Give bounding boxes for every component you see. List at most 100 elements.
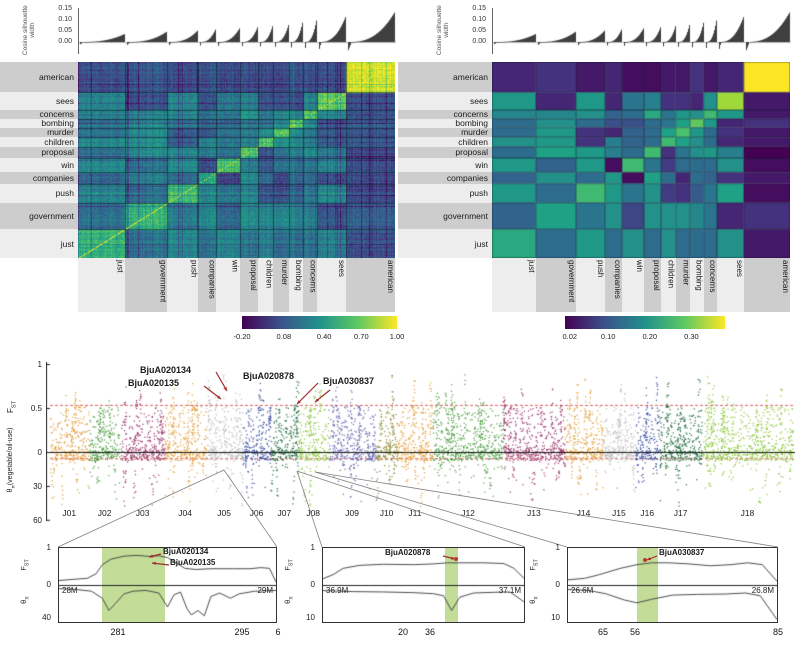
panel-fst-label: FST: [283, 559, 295, 571]
row-label-american: american: [398, 62, 492, 93]
row-label-bombing: bombing: [0, 118, 78, 128]
manhattan-tick: 1: [37, 360, 42, 369]
row-label-murder: murder: [398, 127, 492, 138]
colorbar-tick: 0.10: [600, 332, 616, 341]
col-label-companies: companies: [198, 258, 217, 312]
chromosome-label-J13: J13: [527, 508, 541, 518]
row-label-bombing: bombing: [398, 118, 492, 128]
col-label-children: children: [661, 258, 676, 312]
row-label-win: win: [0, 157, 78, 173]
panel-x-tick: 56: [629, 627, 641, 637]
manhattan-tick: 0: [37, 448, 42, 457]
row-label-government: government: [0, 202, 78, 230]
col-label-just: just: [492, 258, 536, 312]
row-label-push: push: [0, 183, 78, 203]
gene-annotation-BjuA020134: BjuA020134: [140, 365, 192, 375]
silhouette-tick: 0.10: [58, 15, 72, 23]
chromosome-label-J12: J12: [461, 508, 475, 518]
col-label-proposal: proposal: [239, 258, 258, 312]
panel-axis-tick: 10: [551, 613, 560, 622]
colorbar-tick: 0.02: [562, 332, 578, 341]
panel-x-tick: 65: [597, 627, 609, 637]
silhouette-tick: 0.00: [58, 38, 72, 46]
chromosome-label-J02: J02: [97, 508, 112, 518]
panel-curves: [323, 548, 524, 622]
colorbar-tick: 0.40: [316, 332, 332, 341]
chromosome-label-J14: J14: [576, 508, 591, 518]
panel-gene-BjuA020134: BjuA020134: [163, 547, 209, 556]
row-label-win: win: [398, 157, 492, 173]
panel-theta-label: θπ: [283, 596, 295, 604]
row-label-proposal: proposal: [398, 146, 492, 158]
panel-axis-tick: 1: [310, 543, 315, 552]
row-label-just: just: [0, 229, 78, 258]
chromosome-label-J04: J04: [178, 508, 192, 518]
col-label-proposal: proposal: [644, 258, 662, 312]
block-similarity-heatmap: [492, 62, 790, 258]
row-label-concerns: concerns: [398, 109, 492, 119]
col-label-american: american: [743, 258, 790, 312]
panel-axis-tick: 10: [306, 613, 315, 622]
panel-fst-label: FST: [528, 559, 540, 571]
row-label-government: government: [398, 202, 492, 230]
col-label-government: government: [535, 258, 576, 312]
chromosome-label-J06: J06: [249, 508, 264, 518]
chromosome-label-J16: J16: [640, 508, 655, 518]
panel-position-left: 28M: [62, 586, 78, 595]
chromosome-label-J07: J07: [277, 508, 292, 518]
row-label-american: american: [0, 62, 78, 93]
col-label-bombing: bombing: [288, 258, 304, 312]
colorbar-tick: 0.20: [642, 332, 658, 341]
chromosome-label-J10: J10: [379, 508, 394, 518]
row-label-concerns: concerns: [0, 109, 78, 119]
panel-position-right: 37.1M: [498, 586, 521, 595]
col-label-american: american: [345, 258, 395, 312]
row-label-children: children: [0, 137, 78, 147]
silhouette-tick: 0.05: [472, 27, 486, 35]
gene-annotation-BjuA030837: BjuA030837: [323, 376, 375, 386]
panel-axis-tick: 0: [310, 580, 315, 589]
silhouette-tick: 0.00: [472, 38, 486, 46]
panel-x-tick: 6: [275, 627, 281, 637]
silhouette-strip-left: [78, 8, 396, 54]
row-label-sees: sees: [0, 92, 78, 110]
panel-position-right: 26.8M: [751, 586, 774, 595]
zoom-panel-2: [322, 547, 525, 623]
chromosome-label-J15: J15: [612, 508, 626, 518]
col-label-government: government: [124, 258, 168, 312]
theta-pi-axis-label: θπ(vegetable/oil-use): [7, 427, 17, 493]
colorbar-left: [242, 316, 397, 329]
col-label-just: just: [78, 258, 125, 312]
panel-axis-tick: 0: [46, 580, 51, 589]
panel-position-left: 36.9M: [326, 586, 349, 595]
chromosome-label-J08: J08: [306, 508, 321, 518]
panel-position-right: 29M: [257, 586, 273, 595]
heatmap-row-labels-left: american sees concerns bombing murder childre…: [0, 62, 78, 258]
panel-theta-label: θπ: [528, 596, 540, 604]
row-label-companies: companies: [398, 172, 492, 184]
chromosome-label-J18: J18: [740, 508, 755, 518]
heatmap-col-labels-right: just government push companies win proposal ch…: [492, 258, 790, 312]
col-label-concerns: concerns: [303, 258, 318, 312]
panel-x-tick: 20: [397, 627, 409, 637]
zoom-panel-1: [58, 547, 277, 623]
silhouette-tick: 0.05: [58, 27, 72, 35]
col-label-push: push: [575, 258, 606, 312]
panel-gene-BjuA020135: BjuA020135: [170, 558, 216, 567]
row-label-just: just: [398, 229, 492, 258]
panel-axis-tick: 1: [555, 543, 560, 552]
manhattan-tick: 0.5: [30, 404, 42, 413]
heatmap-col-labels-left: just government push companies win proposal ch…: [78, 258, 395, 312]
col-label-bombing: bombing: [690, 258, 704, 312]
col-label-sees: sees: [717, 258, 744, 312]
colorbar-tick: 0.70: [354, 332, 369, 341]
panel-x-tick: 281: [110, 627, 126, 637]
panel-x-tick: 295: [234, 627, 250, 637]
fine-similarity-heatmap: [78, 62, 395, 258]
heatmap-row-labels-right: american sees concerns bombing murder childre…: [398, 62, 492, 258]
col-label-win: win: [216, 258, 240, 312]
panel-curves: [568, 548, 777, 622]
row-label-proposal: proposal: [0, 146, 78, 158]
panel-position-left: 26.6M: [571, 586, 594, 595]
